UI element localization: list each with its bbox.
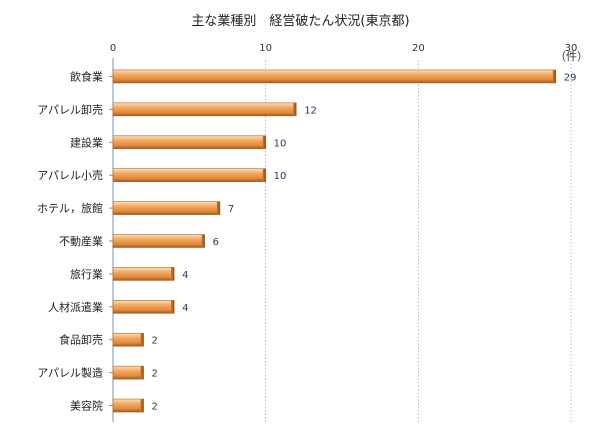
data-label: 6 bbox=[213, 237, 219, 248]
category-label: 不動産業 bbox=[59, 234, 103, 248]
bar-end-cap bbox=[293, 102, 297, 116]
x-tick-label: 30 bbox=[565, 43, 578, 54]
category-label: 建設業 bbox=[70, 135, 103, 149]
data-label: 12 bbox=[304, 105, 317, 116]
category-label: アパレル小売 bbox=[37, 169, 103, 182]
bar bbox=[112, 168, 266, 182]
bar-end-cap bbox=[262, 168, 266, 182]
x-tick-label: 20 bbox=[412, 43, 425, 54]
chart-title: 主な業種別 経営破たん状況(東京都) bbox=[191, 14, 410, 29]
bar-end-cap bbox=[140, 399, 144, 413]
data-label: 2 bbox=[152, 369, 158, 380]
bar-layer: 29 12 10 10 7 6 4 4 2 2 2 bbox=[112, 69, 577, 413]
bar bbox=[112, 267, 175, 281]
bar-end-cap bbox=[140, 333, 144, 347]
bar bbox=[112, 398, 144, 413]
unit-label: （件） bbox=[555, 50, 588, 63]
data-label: 2 bbox=[152, 402, 158, 413]
x-tick-label: 0 bbox=[110, 43, 116, 54]
bar-end-cap bbox=[201, 234, 205, 248]
category-label: 旅行業 bbox=[70, 267, 103, 281]
bar-end-cap bbox=[171, 267, 175, 281]
data-label: 4 bbox=[182, 270, 188, 281]
bar-end-cap bbox=[171, 300, 175, 314]
data-label: 10 bbox=[274, 171, 287, 182]
bar bbox=[112, 102, 297, 117]
category-label: 食品卸売 bbox=[59, 333, 103, 347]
bar bbox=[112, 332, 144, 347]
category-label: ホテル，旅館 bbox=[37, 201, 103, 215]
grid-layer bbox=[265, 60, 572, 422]
data-label: 7 bbox=[228, 204, 234, 215]
bar bbox=[112, 365, 144, 380]
axis-layer: 0 10 20 30 飲食業アパレル卸売建設業アパレル小売ホテル，旅館不動産業旅行業人材… bbox=[37, 43, 577, 422]
bar bbox=[112, 300, 175, 314]
category-label: 人材派遣業 bbox=[48, 300, 103, 314]
category-label: アパレル卸売 bbox=[37, 102, 103, 116]
category-label: 美容院 bbox=[70, 399, 103, 413]
category-label: アパレル製造 bbox=[37, 366, 103, 380]
data-label: 10 bbox=[274, 138, 287, 149]
bar-end-cap bbox=[216, 201, 220, 215]
data-label: 4 bbox=[182, 303, 188, 314]
bar bbox=[112, 201, 221, 215]
bar-end-cap bbox=[552, 69, 556, 83]
bar-end-cap bbox=[140, 366, 144, 380]
x-tick-label: 10 bbox=[259, 43, 272, 54]
bar-end-cap bbox=[262, 135, 266, 149]
bar bbox=[112, 234, 205, 248]
bar bbox=[112, 135, 266, 150]
category-label: 飲食業 bbox=[70, 69, 103, 83]
bar bbox=[112, 69, 557, 84]
data-label: 29 bbox=[564, 72, 577, 83]
data-label: 2 bbox=[152, 336, 158, 347]
